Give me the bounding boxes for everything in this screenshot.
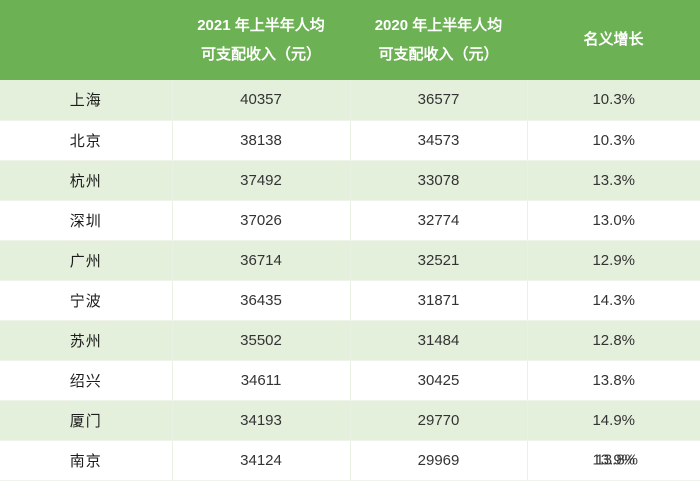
table-row: 绍兴 34611 30425 13.8%	[0, 360, 700, 401]
column-header-income-2021-line1: 2021 年上半年人均	[197, 16, 325, 34]
table-row: 厦门 34193 29770 14.9%	[0, 400, 700, 441]
table-row: 北京 38138 34573 10.3%	[0, 120, 700, 161]
cell-city: 深圳	[0, 200, 173, 241]
cell-income-2021: 35502	[172, 320, 351, 361]
cell-city: 北京	[0, 120, 173, 161]
cell-income-2021: 37492	[172, 160, 351, 201]
column-header-income-2020-line2: 可支配收入（元）	[378, 46, 499, 63]
cell-income-2021: 40357	[172, 80, 351, 121]
cell-income-2021: 36435	[172, 280, 351, 321]
cell-nominal-growth: 12.9%	[527, 240, 700, 281]
cell-income-2020: 36577	[350, 80, 528, 121]
cell-income-2021: 34611	[172, 360, 351, 401]
cell-income-2021: 38138	[172, 120, 351, 161]
cell-nominal-growth: 13.3%	[527, 160, 700, 201]
cell-income-2021: 34193	[172, 400, 351, 441]
cell-income-2020: 32774	[350, 200, 528, 241]
table-row: 上海 40357 36577 10.3%	[0, 80, 700, 121]
table-row: 杭州 37492 33078 13.3%	[0, 160, 700, 201]
cell-city: 南京	[0, 440, 173, 481]
cell-nominal-growth: 14.3%	[527, 280, 700, 321]
cell-income-2021: 37026	[172, 200, 351, 241]
cell-income-2020: 33078	[350, 160, 528, 201]
cell-income-2020: 31484	[350, 320, 528, 361]
cell-city: 绍兴	[0, 360, 173, 401]
table-row: 苏州 35502 31484 12.8%	[0, 320, 700, 361]
column-header-city	[0, 0, 172, 80]
cell-growth-value: 13.9%	[592, 451, 636, 469]
cell-nominal-growth: 14.9%	[527, 400, 700, 441]
cell-city: 厦门	[0, 400, 173, 441]
column-header-income-2020: 2020 年上半年人均 可支配收入（元）	[350, 0, 527, 80]
cell-income-2020: 34573	[350, 120, 528, 161]
cell-nominal-growth: 10.3%	[527, 120, 700, 161]
cell-city: 广州	[0, 240, 173, 281]
cell-income-2021: 34124	[172, 440, 351, 481]
cell-income-2020: 29770	[350, 400, 528, 441]
table-row: 宁波 36435 31871 14.3%	[0, 280, 700, 321]
cell-nominal-growth: 13.8%	[527, 360, 700, 401]
cell-income-2020: 29969	[350, 440, 528, 481]
cell-growth-overlap-artifact: 13.8%	[595, 451, 639, 469]
cell-nominal-growth: 12.8%	[527, 320, 700, 361]
cell-income-2020: 30425	[350, 360, 528, 401]
table-row: 广州 36714 32521 12.9%	[0, 240, 700, 281]
column-header-income-2021: 2021 年上半年人均 可支配收入（元）	[172, 0, 350, 80]
header-row: 2021 年上半年人均 可支配收入（元） 2020 年上半年人均 可支配收入（元…	[0, 0, 700, 80]
column-header-income-2020-line1: 2020 年上半年人均	[374, 16, 503, 34]
table-header: 2021 年上半年人均 可支配收入（元） 2020 年上半年人均 可支配收入（元…	[0, 0, 700, 80]
column-header-income-2021-line2: 可支配收入（元）	[200, 46, 321, 63]
cell-city: 杭州	[0, 160, 173, 201]
cell-nominal-growth: 13.0%	[527, 200, 700, 241]
cell-income-2020: 31871	[350, 280, 528, 321]
table-row: 深圳 37026 32774 13.0%	[0, 200, 700, 241]
cell-city: 上海	[0, 80, 173, 121]
column-header-nominal-growth: 名义增长	[527, 0, 700, 80]
cell-city: 宁波	[0, 280, 173, 321]
cell-nominal-growth: 13.9%13.9%13.8%	[527, 440, 700, 481]
cell-income-2021: 36714	[172, 240, 351, 281]
table-body: 上海 40357 36577 10.3% 北京 38138 34573 10.3% 杭州 3749…	[0, 80, 700, 481]
cell-city: 苏州	[0, 320, 173, 361]
cell-income-2020: 32521	[350, 240, 528, 281]
cell-nominal-growth: 10.3%	[527, 80, 700, 121]
